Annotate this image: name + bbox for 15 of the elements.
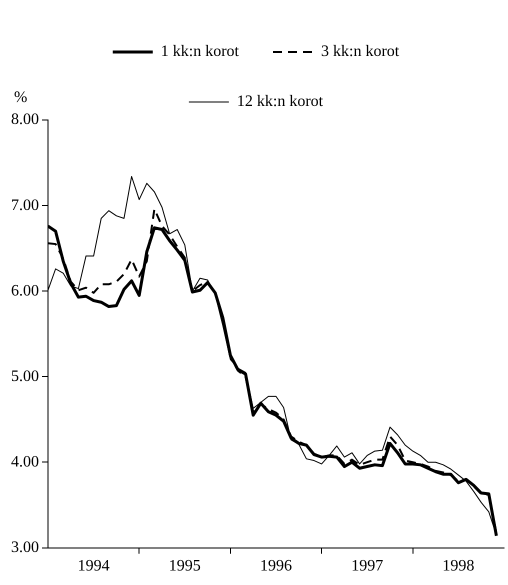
y-tick-label: 3.00 — [11, 539, 39, 556]
y-tick-label: 5.00 — [11, 368, 39, 385]
y-tick-label: 8.00 — [11, 111, 39, 128]
legend-label: 3 kk:n korot — [321, 43, 400, 60]
x-tick-label: 1994 — [78, 558, 110, 575]
y-tick-label: 6.00 — [11, 282, 39, 300]
x-tick-label: 1997 — [351, 558, 384, 575]
x-tick-label: 1998 — [442, 558, 474, 575]
legend-label: 1 kk:n korot — [160, 43, 240, 60]
y-axis-title: % — [14, 89, 28, 106]
x-tick-label: 1995 — [168, 558, 201, 575]
y-tick-label: 4.00 — [11, 453, 39, 470]
legend-label: 12 kk:n korot — [236, 93, 324, 110]
y-tick-label: 7.00 — [11, 196, 39, 214]
x-tick-label: 1996 — [260, 558, 292, 575]
